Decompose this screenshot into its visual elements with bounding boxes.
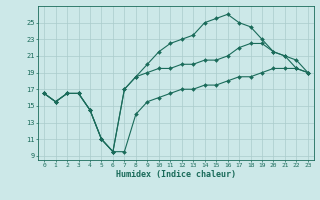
X-axis label: Humidex (Indice chaleur): Humidex (Indice chaleur) <box>116 170 236 179</box>
